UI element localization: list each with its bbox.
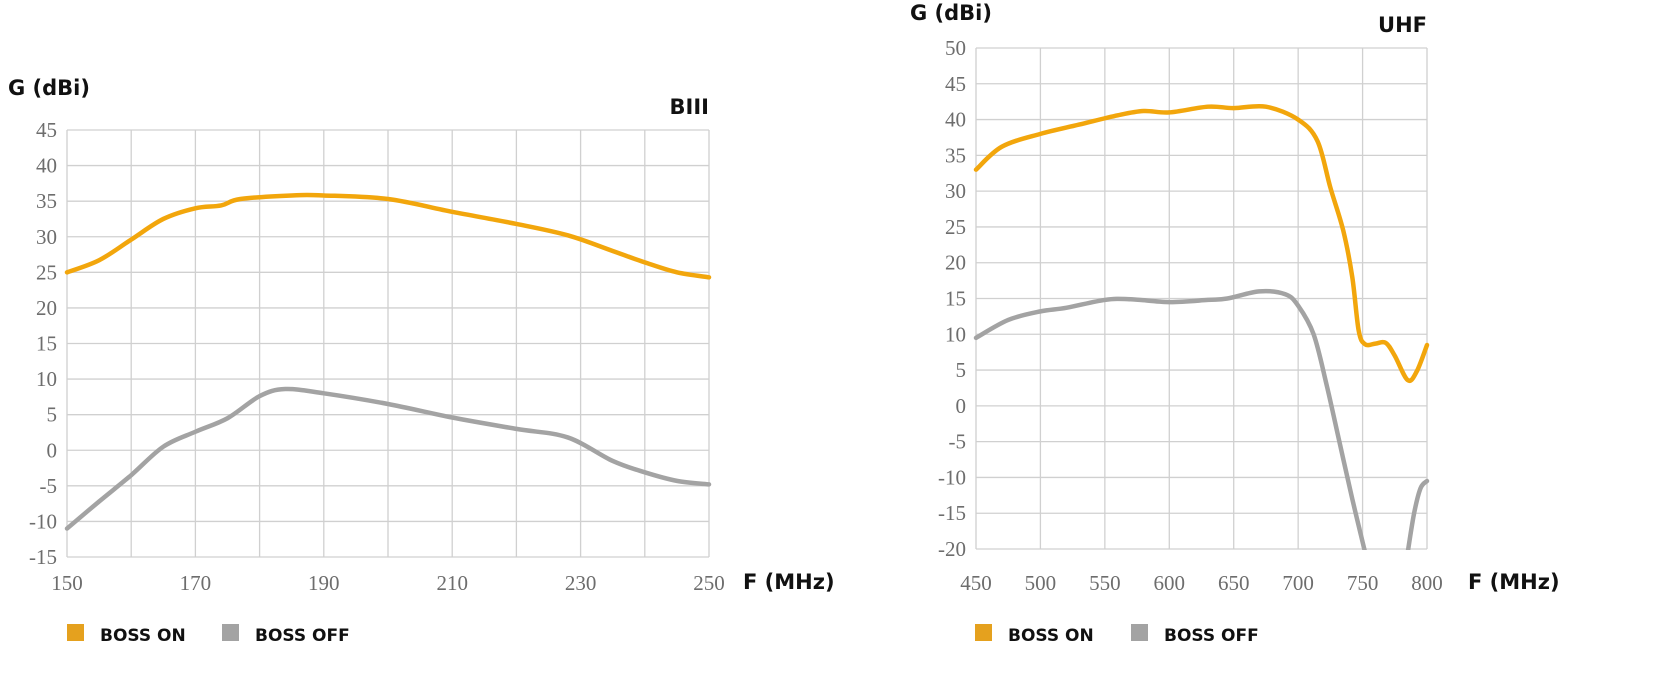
y-tick-label: 15 <box>36 332 57 356</box>
y-tick-label: 30 <box>945 179 966 203</box>
legend-swatch <box>975 624 992 641</box>
y-tick-label: -15 <box>938 501 966 525</box>
y-tick-label: -20 <box>938 537 966 561</box>
series-line-boss-off <box>64 386 712 531</box>
y-tick-label: 5 <box>956 358 967 382</box>
x-tick-label: 500 <box>1025 571 1057 595</box>
x-tick-label: 250 <box>693 571 725 595</box>
x-tick-label: 230 <box>565 571 597 595</box>
legend-label: BOSS ON <box>100 626 186 646</box>
y-tick-label: 10 <box>36 367 57 391</box>
x-tick-label: 650 <box>1218 571 1250 595</box>
legend-swatch <box>222 624 239 641</box>
y-tick-label: 20 <box>945 251 966 275</box>
legend-swatch <box>1131 624 1148 641</box>
x-tick-label: 170 <box>180 571 212 595</box>
series-line-boss-on <box>64 192 712 280</box>
legend-label: BOSS OFF <box>1164 626 1259 646</box>
y-tick-label: 20 <box>36 296 57 320</box>
y-tick-label: 30 <box>36 225 57 249</box>
y-tick-label: -10 <box>938 465 966 489</box>
x-tick-label: 210 <box>436 571 468 595</box>
chart-title: BIII <box>670 95 709 119</box>
y-tick-label: 0 <box>956 394 967 418</box>
y-tick-label: 25 <box>945 215 966 239</box>
x-axis-label: F (MHz) <box>743 570 835 594</box>
y-tick-label: 40 <box>36 154 57 178</box>
legend-label: BOSS ON <box>1008 626 1094 646</box>
x-tick-label: 150 <box>51 571 83 595</box>
x-tick-label: 450 <box>960 571 992 595</box>
y-tick-label: 15 <box>945 287 966 311</box>
y-tick-label: -5 <box>40 474 58 498</box>
y-tick-label: 10 <box>945 322 966 346</box>
y-tick-label: 35 <box>945 143 966 167</box>
x-tick-label: 700 <box>1282 571 1314 595</box>
y-tick-label: 50 <box>945 36 966 60</box>
legend-label: BOSS OFF <box>255 626 350 646</box>
y-tick-label: -5 <box>949 430 967 454</box>
series-line-boss-off <box>973 288 1367 550</box>
legend-swatch <box>67 624 84 641</box>
y-tick-label: 40 <box>945 108 966 132</box>
series-line-boss-on <box>973 103 1430 383</box>
chart-title: UHF <box>1378 13 1427 37</box>
y-tick-label: 25 <box>36 260 57 284</box>
y-tick-label: 0 <box>47 438 58 462</box>
y-tick-label: 45 <box>945 72 966 96</box>
x-axis-label: F (MHz) <box>1468 570 1560 594</box>
y-tick-label: 5 <box>47 403 58 427</box>
y-tick-label: 45 <box>36 118 57 142</box>
y-axis-label: G (dBi) <box>8 76 90 100</box>
x-tick-label: 800 <box>1411 571 1443 595</box>
series-line-boss-off <box>1405 478 1430 550</box>
x-tick-label: 600 <box>1154 571 1186 595</box>
x-tick-label: 750 <box>1347 571 1379 595</box>
y-tick-label: -15 <box>29 545 57 569</box>
y-axis-label: G (dBi) <box>910 1 992 25</box>
x-tick-label: 550 <box>1089 571 1121 595</box>
x-tick-label: 190 <box>308 571 340 595</box>
y-tick-label: -10 <box>29 509 57 533</box>
y-tick-label: 35 <box>36 189 57 213</box>
